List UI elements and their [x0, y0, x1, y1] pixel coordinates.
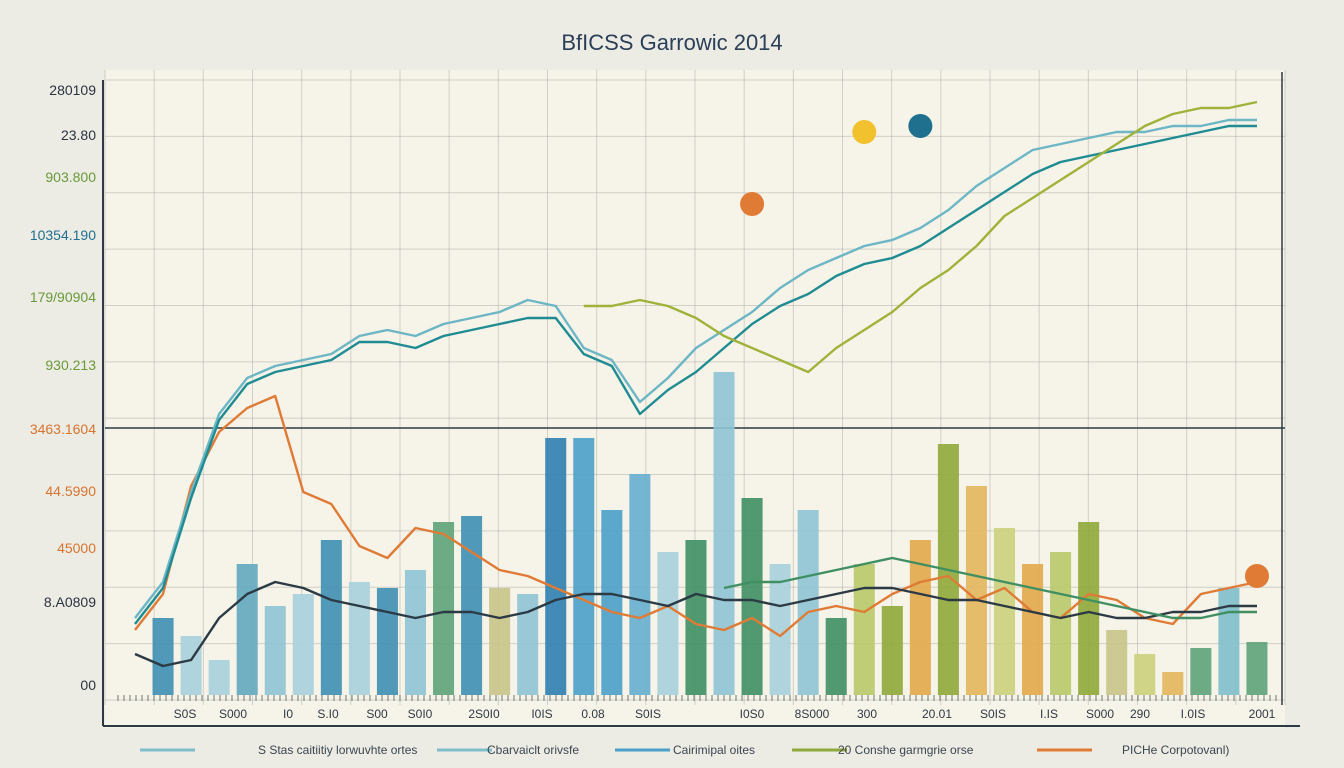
x-tick-label: S00	[366, 707, 388, 721]
series-line	[723, 556, 1257, 620]
bars	[152, 372, 1268, 695]
markers	[740, 114, 1269, 588]
series-line	[134, 124, 1257, 625]
bar	[825, 618, 847, 695]
x-tick-label: S0S	[174, 707, 197, 721]
x-tick-label: I0	[283, 707, 293, 721]
axes	[102, 72, 1300, 727]
legend-label: Cbarvaiclt orivsfe	[487, 743, 579, 757]
series-line	[134, 394, 1258, 638]
bar	[965, 486, 987, 695]
bar	[376, 588, 398, 695]
x-tick-label: S.I0	[317, 707, 339, 721]
x-tick-label: S000	[219, 707, 247, 721]
x-tick-label: 2S0I0	[468, 707, 500, 721]
y-tick-label: 280109	[49, 82, 96, 98]
bar	[629, 474, 651, 695]
chart-title: BfICSS Garrowic 2014	[561, 30, 782, 55]
series-line	[583, 100, 1258, 374]
bar	[180, 636, 202, 695]
x-tick-label: I.IS	[1040, 707, 1058, 721]
bar	[769, 564, 791, 695]
series-lines	[134, 100, 1258, 668]
bar	[909, 540, 931, 695]
bar	[1022, 564, 1044, 695]
x-tick-label: S0IS	[980, 707, 1006, 721]
bar	[208, 660, 230, 695]
bar	[1190, 648, 1212, 695]
y-tick-label: 45000	[57, 540, 96, 556]
y-tick-label: 00	[80, 677, 96, 693]
bar	[1134, 654, 1156, 695]
bar	[573, 438, 595, 695]
bar	[1078, 522, 1100, 695]
legend-label: S Stas caitiitiy lorwuvhte ortes	[258, 743, 417, 757]
bar	[657, 552, 679, 695]
x-tick-label: S0I0	[408, 707, 433, 721]
y-tick-label: 10354.190	[30, 227, 96, 243]
bar	[264, 606, 286, 695]
x-tick-label: 300	[857, 707, 877, 721]
x-tick-label: I.0IS	[1181, 707, 1206, 721]
bar	[404, 570, 427, 695]
x-tick-label: 20.01	[922, 707, 952, 721]
bar	[461, 516, 483, 695]
x-tick-label: 0.08	[581, 707, 605, 721]
bar	[685, 540, 707, 695]
series-line	[134, 580, 1257, 668]
bar	[853, 564, 875, 695]
x-tick-label: S000	[1086, 707, 1114, 721]
point-marker	[852, 120, 877, 144]
bar	[601, 510, 623, 695]
bar	[433, 522, 455, 695]
series-line	[134, 118, 1257, 619]
y-tick-label: 23.80	[61, 127, 96, 143]
bar	[1050, 552, 1072, 695]
x-tick-label: 2001	[1249, 707, 1276, 721]
bar	[1246, 642, 1268, 695]
y-tick-label: 903.800	[45, 169, 96, 185]
bar	[320, 540, 342, 695]
y-tick-label: 3463.1604	[30, 421, 96, 437]
point-marker	[1244, 564, 1269, 588]
bar	[797, 510, 819, 695]
bar	[545, 438, 567, 695]
bar	[1106, 630, 1128, 695]
bar	[1218, 588, 1240, 695]
bar	[741, 498, 763, 695]
legend-label: PICHe Corpotovanl)	[1122, 743, 1229, 757]
bar	[1162, 672, 1184, 695]
y-tick-label: 8.A0809	[44, 594, 96, 610]
x-tick-label: I0IS	[531, 707, 552, 721]
y-tick-label: 179/90904	[30, 289, 96, 305]
bar	[517, 594, 539, 695]
y-tick-label: 44.5990	[45, 483, 96, 499]
bar	[152, 618, 174, 695]
legend-label: 20 Conshe garmgrie orse	[838, 743, 974, 757]
legend-label: Cairimipal oites	[673, 743, 755, 757]
bar	[881, 606, 903, 695]
x-tick-label: 290	[1130, 707, 1150, 721]
x-tick-label: S0IS	[635, 707, 661, 721]
y-tick-label: 930.213	[45, 357, 96, 373]
bar	[713, 372, 735, 695]
bar	[236, 564, 258, 695]
bar	[348, 582, 370, 695]
x-tick-labels: S0S S000 I0 S.I0 S00 S0I0 2S0I0 I0IS 0.08 S0IS I0S…	[117, 695, 1277, 721]
bar	[993, 528, 1016, 695]
bar	[489, 588, 511, 695]
point-marker	[740, 192, 765, 216]
y-tick-labels: 280109 23.80 903.800 10354.190 179/90904 930.…	[30, 82, 96, 693]
x-tick-label: I0S0	[740, 707, 765, 721]
bar	[292, 594, 314, 695]
legend: S Stas caitiitiy lorwuvhte ortes Cbarvaic…	[140, 743, 1229, 757]
point-marker	[908, 114, 933, 138]
x-tick-label: 8S000	[795, 707, 830, 721]
